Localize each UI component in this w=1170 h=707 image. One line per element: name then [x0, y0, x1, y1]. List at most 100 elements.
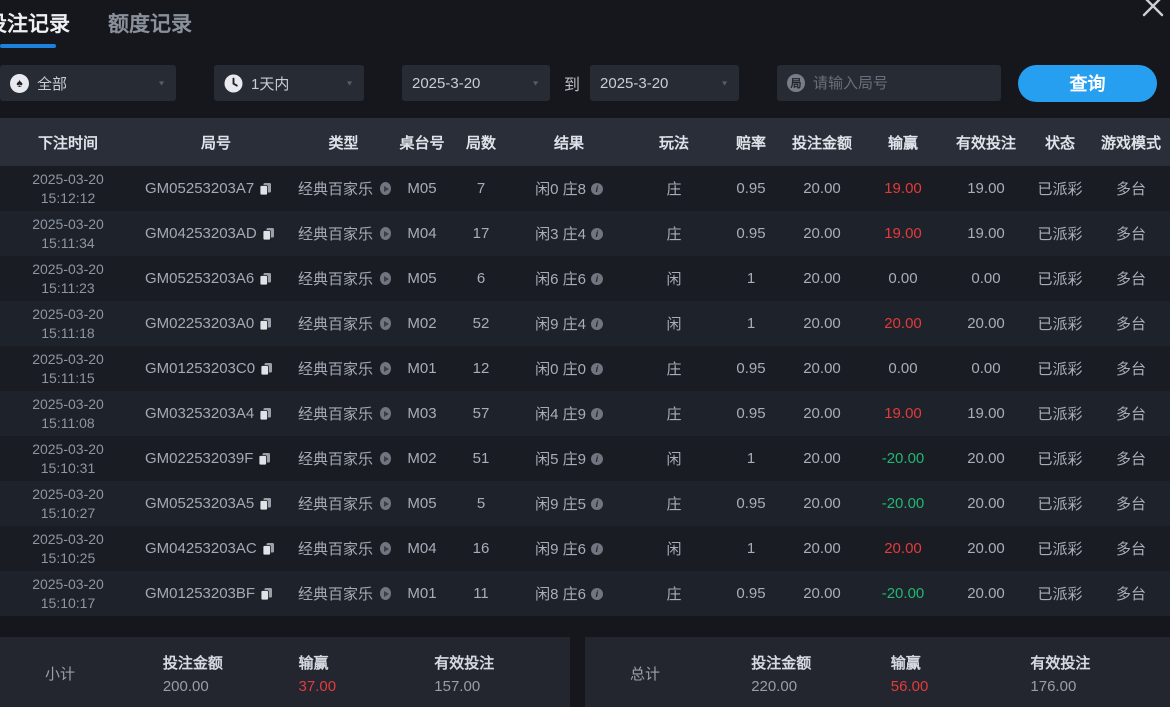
- total-label: 总计: [630, 665, 661, 683]
- result-text: 闲4 庄9: [535, 406, 586, 423]
- cell-table-no: M05: [407, 270, 437, 287]
- cell-round-id: GM03253203A4: [136, 405, 296, 422]
- cell-round-id: GM05253203A5: [136, 495, 296, 512]
- replay-icon[interactable]: [380, 542, 391, 555]
- total-valid-value: 176.00: [1030, 677, 1077, 695]
- round-number-icon: 局: [787, 74, 806, 92]
- subtotal-bet-amount: 投注金额 200.00: [163, 652, 299, 695]
- cell-valid-bet: 20.00: [967, 315, 1005, 332]
- close-icon[interactable]: [1138, 0, 1168, 26]
- time-range-dropdown[interactable]: 1天内 ▼: [214, 65, 364, 101]
- copy-icon[interactable]: [259, 317, 272, 331]
- copy-icon[interactable]: [259, 272, 272, 286]
- result-text: 闲0 庄0: [535, 361, 586, 378]
- bet-clock: 15:10:17: [40, 594, 96, 611]
- summary-bar: 小计 投注金额 200.00 输赢 37.00 有效投注 157.00 总计 投…: [0, 637, 1170, 707]
- info-icon[interactable]: i: [590, 227, 603, 240]
- tab-bet-records[interactable]: 投注记录: [0, 8, 70, 48]
- replay-icon[interactable]: [380, 452, 391, 465]
- cell-status: 已派彩: [1037, 316, 1083, 333]
- cell-round-no: 12: [472, 360, 490, 377]
- cell-win-loss: -20.00: [881, 450, 925, 467]
- total-valid-bet: 有效投注 176.00: [1030, 652, 1170, 695]
- total-win-label: 输赢: [890, 654, 921, 672]
- col-header-type: 类型: [328, 134, 359, 152]
- table-row: 2025-03-20 15:10:25 GM04253203AC 经典百家乐 M…: [0, 526, 1170, 571]
- cell-game-mode: 多台: [1115, 406, 1146, 423]
- info-icon[interactable]: i: [590, 182, 603, 195]
- date-from-dropdown[interactable]: 2025-3-20 ▼: [402, 65, 550, 101]
- game-type-text: 经典百家乐: [298, 496, 374, 513]
- cell-valid-bet: 0.00: [971, 270, 1001, 287]
- copy-icon[interactable]: [262, 227, 275, 241]
- tab-quota-records[interactable]: 额度记录: [108, 8, 192, 48]
- table-row: 2025-03-20 15:11:18 GM02253203A0 经典百家乐 M…: [0, 301, 1170, 346]
- col-header-odds: 赔率: [735, 134, 766, 152]
- chevron-down-icon: ▼: [157, 79, 166, 87]
- bet-clock: 15:11:18: [41, 324, 95, 341]
- cell-table-no: M03: [407, 405, 437, 422]
- copy-icon[interactable]: [260, 362, 273, 376]
- cell-bet-amount: 20.00: [803, 360, 841, 377]
- copy-icon[interactable]: [259, 182, 272, 196]
- replay-icon[interactable]: [380, 272, 391, 285]
- bet-clock: 15:11:15: [41, 369, 95, 386]
- round-number-search-field[interactable]: 局: [777, 65, 1002, 101]
- round-id-text: GM04253203AD: [145, 225, 257, 242]
- round-id-text: GM01253203C0: [145, 360, 256, 377]
- subtotal-label: 小计: [45, 665, 76, 683]
- date-from-value: 2025-3-20: [412, 74, 481, 92]
- info-icon[interactable]: i: [590, 362, 603, 375]
- copy-icon[interactable]: [259, 407, 272, 421]
- table-body: 2025-03-20 15:12:12 GM05253203A7 经典百家乐 M…: [0, 166, 1170, 616]
- replay-icon[interactable]: [380, 362, 391, 375]
- replay-icon[interactable]: [380, 317, 391, 330]
- replay-icon[interactable]: [380, 407, 391, 420]
- cell-win-loss: 0.00: [888, 360, 918, 377]
- replay-icon[interactable]: [380, 182, 391, 195]
- cell-play: 闲: [666, 541, 682, 558]
- cell-result: 闲5 庄9 i: [509, 448, 629, 469]
- info-icon[interactable]: i: [590, 542, 603, 555]
- search-button[interactable]: 查询: [1018, 64, 1157, 102]
- info-icon[interactable]: i: [590, 317, 603, 330]
- game-type-text: 经典百家乐: [298, 316, 374, 333]
- game-type-dropdown[interactable]: ♠ 全部 ▼: [0, 65, 176, 101]
- result-text: 闲3 庄4: [535, 226, 586, 243]
- replay-icon[interactable]: [380, 587, 391, 600]
- copy-icon[interactable]: [258, 452, 271, 466]
- copy-icon[interactable]: [260, 587, 273, 601]
- cell-bet-time: 2025-03-20 15:11:23: [0, 260, 136, 296]
- cell-round-no: 17: [472, 225, 490, 242]
- info-icon[interactable]: i: [590, 497, 603, 510]
- cell-valid-bet: 0.00: [971, 360, 1001, 377]
- replay-icon[interactable]: [380, 227, 391, 240]
- cell-odds: 0.95: [736, 180, 766, 197]
- cell-win-loss: -20.00: [881, 495, 925, 512]
- cell-odds: 0.95: [736, 225, 766, 242]
- cell-result: 闲6 庄6 i: [509, 268, 629, 289]
- round-id-text: GM04253203AC: [145, 540, 257, 557]
- cell-valid-bet: 19.00: [967, 225, 1005, 242]
- cell-odds: 1: [746, 270, 756, 287]
- round-number-input[interactable]: [813, 74, 992, 92]
- bet-clock: 15:11:34: [41, 234, 95, 251]
- cell-bet-amount: 20.00: [803, 405, 841, 422]
- copy-icon[interactable]: [259, 497, 272, 511]
- col-header-play: 玩法: [658, 134, 689, 152]
- cell-odds: 1: [746, 450, 756, 467]
- bet-clock: 15:10:31: [40, 459, 96, 476]
- cell-round-id: GM02253203A0: [136, 315, 296, 332]
- bet-date: 2025-03-20: [32, 216, 104, 233]
- table-row: 2025-03-20 15:10:17 GM01253203BF 经典百家乐 M…: [0, 571, 1170, 616]
- copy-icon[interactable]: [262, 542, 275, 556]
- info-icon[interactable]: i: [590, 452, 603, 465]
- result-text: 闲9 庄5: [535, 496, 586, 513]
- info-icon[interactable]: i: [590, 272, 603, 285]
- game-type-text: 经典百家乐: [298, 586, 374, 603]
- table-row: 2025-03-20 15:11:23 GM05253203A6 经典百家乐 M…: [0, 256, 1170, 301]
- replay-icon[interactable]: [380, 497, 391, 510]
- info-icon[interactable]: i: [590, 407, 603, 420]
- info-icon[interactable]: i: [590, 587, 603, 600]
- date-to-dropdown[interactable]: 2025-3-20 ▼: [590, 65, 740, 101]
